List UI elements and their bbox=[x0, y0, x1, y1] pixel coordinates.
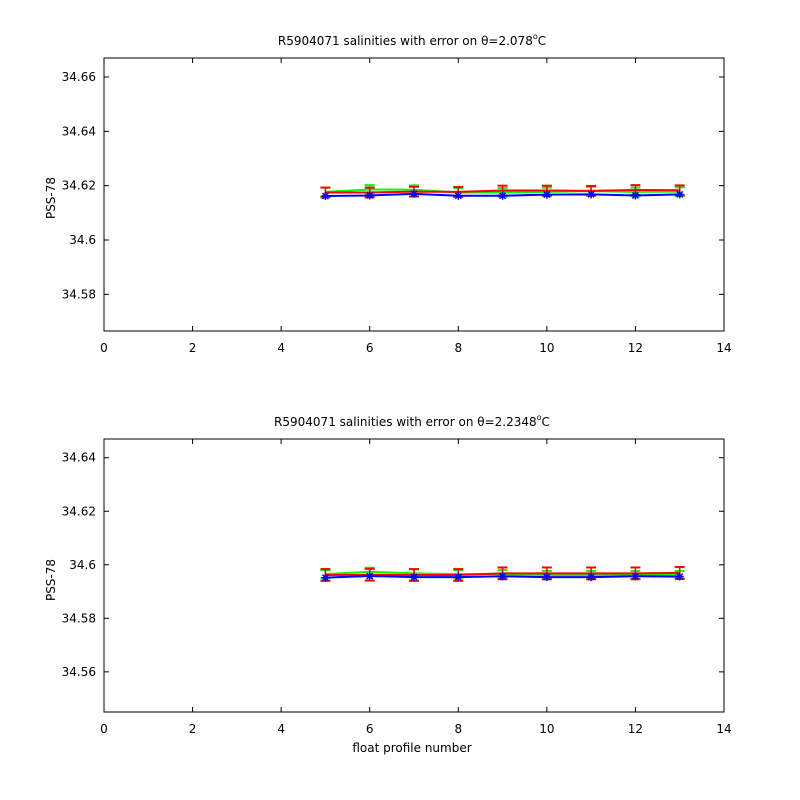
bottom-panel-data-point bbox=[587, 573, 596, 582]
bottom-panel-data-point bbox=[454, 573, 463, 582]
top-panel-x-tick-label: 14 bbox=[716, 341, 731, 355]
top-panel: R5904071 salinities with error on θ=2.07… bbox=[44, 32, 732, 355]
bottom-panel-x-tick-label: 8 bbox=[454, 722, 462, 736]
top-panel-y-tick-label: 34.64 bbox=[62, 124, 96, 138]
top-panel-x-tick-label: 12 bbox=[628, 341, 643, 355]
bottom-panel: R5904071 salinities with error on θ=2.23… bbox=[44, 413, 732, 755]
top-panel-x-tick-label: 0 bbox=[100, 341, 108, 355]
top-panel-y-tick-label: 34.6 bbox=[69, 233, 96, 247]
top-panel-data-point bbox=[321, 191, 330, 200]
top-panel-data-point bbox=[454, 191, 463, 200]
top-panel-y-tick-label: 34.62 bbox=[62, 179, 96, 193]
top-panel-data-point bbox=[410, 189, 418, 198]
top-panel-axes-box bbox=[103, 57, 725, 332]
bottom-panel-y-tick-label: 34.58 bbox=[62, 611, 96, 625]
top-panel-data-point bbox=[498, 191, 507, 200]
bottom-panel-data-point bbox=[675, 572, 684, 581]
top-panel-data-point bbox=[542, 190, 551, 199]
top-panel-title: R5904071 salinities with error on θ=2.07… bbox=[278, 32, 546, 48]
bottom-panel-data-point bbox=[365, 572, 374, 581]
bottom-panel-y-tick-label: 34.62 bbox=[62, 504, 96, 518]
top-panel-y-tick-label: 34.66 bbox=[62, 70, 96, 84]
bottom-panel-title: R5904071 salinities with error on θ=2.23… bbox=[274, 413, 550, 429]
bottom-panel-y-tick-label: 34.6 bbox=[69, 558, 96, 572]
bottom-panel-x-tick-label: 4 bbox=[277, 722, 285, 736]
bottom-panel-y-tick-label: 34.64 bbox=[62, 451, 96, 465]
top-panel-x-tick-label: 2 bbox=[189, 341, 197, 355]
bottom-panel-data-point bbox=[631, 572, 640, 581]
top-panel-y-axis-label: PSS-78 bbox=[44, 177, 58, 219]
top-panel-x-tick-label: 4 bbox=[277, 341, 285, 355]
top-panel-x-tick-label: 10 bbox=[539, 341, 554, 355]
x-axis-label: float profile number bbox=[352, 741, 471, 755]
top-panel-data-point bbox=[365, 191, 374, 200]
bottom-panel-data-point bbox=[542, 573, 551, 582]
bottom-panel-data-point bbox=[498, 572, 507, 581]
bottom-panel-axes-box bbox=[103, 438, 725, 713]
bottom-panel-x-tick-label: 12 bbox=[628, 722, 643, 736]
bottom-panel-plot-area: 0 2 4 6 8 10 12 14 34.56 34.58 34.6 34.62 34.64 bbox=[62, 438, 732, 736]
bottom-panel-data-point bbox=[321, 573, 330, 582]
top-panel-data-point bbox=[631, 191, 640, 200]
bottom-panel-x-tick-label: 0 bbox=[100, 722, 108, 736]
bottom-panel-y-tick-label: 34.56 bbox=[62, 665, 96, 679]
top-panel-plot-area: 0 2 4 6 8 10 12 14 34.58 34.6 34.62 34.64 34.66 bbox=[62, 57, 732, 355]
bottom-panel-y-axis-label: PSS-78 bbox=[44, 559, 58, 601]
top-panel-x-tick-label: 8 bbox=[454, 341, 462, 355]
bottom-panel-x-tick-label: 14 bbox=[716, 722, 731, 736]
bottom-panel-x-tick-label: 10 bbox=[539, 722, 554, 736]
bottom-panel-data-point bbox=[410, 573, 418, 582]
bottom-panel-x-tick-label: 2 bbox=[189, 722, 197, 736]
bottom-panel-x-tick-label: 6 bbox=[366, 722, 374, 736]
top-panel-data-point bbox=[587, 190, 596, 199]
top-panel-y-tick-label: 34.58 bbox=[62, 287, 96, 301]
top-panel-data-point bbox=[675, 190, 684, 199]
top-panel-x-tick-label: 6 bbox=[366, 341, 374, 355]
